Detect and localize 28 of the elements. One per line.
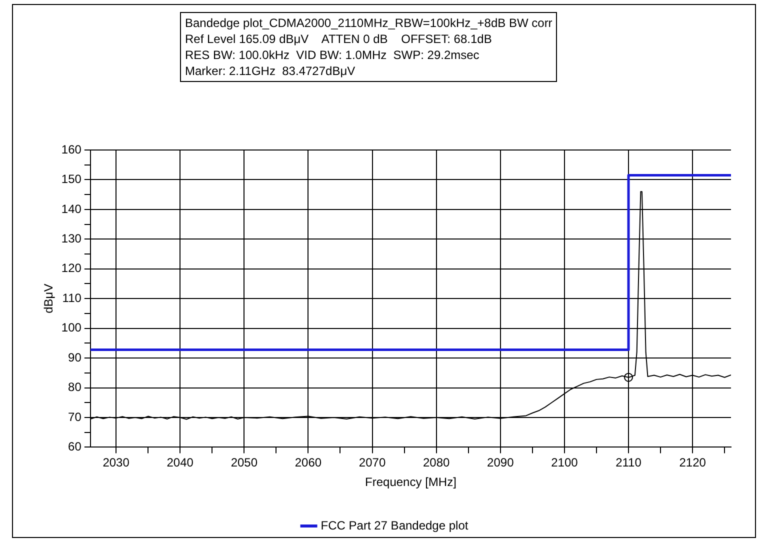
x-tick-label: 2060 bbox=[294, 456, 322, 470]
text: Marker: 2.11GHz 83.4727dBμV bbox=[185, 63, 356, 79]
x-tick-label: 2080 bbox=[422, 456, 450, 470]
legend-label: FCC Part 27 Bandedge plot bbox=[320, 518, 469, 532]
text: Ref Level 165.09 dBμV ATTEN 0 dB OFFSET: 68.1dB bbox=[185, 31, 493, 47]
y-tick-label: 140 bbox=[61, 202, 82, 216]
y-tick-label: 150 bbox=[61, 172, 82, 186]
x-tick-label: 2030 bbox=[102, 456, 130, 470]
y-tick-label: 130 bbox=[61, 231, 82, 246]
y-tick-label: 100 bbox=[61, 320, 82, 335]
y-tick-label: 60 bbox=[68, 440, 82, 454]
x-tick-label: 2050 bbox=[230, 456, 258, 470]
y-tick-label: 160 bbox=[61, 142, 82, 156]
x-tick-label: 2090 bbox=[487, 456, 514, 470]
y-tick-label: 70 bbox=[68, 410, 82, 424]
y-tick-label: 80 bbox=[68, 380, 82, 394]
y-tick-label: 120 bbox=[61, 261, 82, 276]
x-tick-label: 2110 bbox=[616, 456, 642, 470]
text: RES BW: 100.0kHz VID BW: 1.0MHz SWP: 29.2msec bbox=[185, 47, 480, 63]
x-tick-label: 2100 bbox=[551, 456, 578, 470]
y-tick-label: 110 bbox=[62, 290, 82, 305]
x-axis-title: Frequency [MHz] bbox=[365, 475, 456, 490]
x-tick-label: 2040 bbox=[166, 456, 194, 470]
x-tick-label: 2070 bbox=[358, 456, 386, 470]
chart-title: Bandedge plot_CDMA2000_2110MHz_RBW=100kHz_+8dB BW corr bbox=[185, 15, 552, 31]
y-tick-label: 90 bbox=[68, 350, 82, 364]
x-tick-label: 2120 bbox=[679, 456, 706, 470]
y-axis-title: dBμV bbox=[42, 284, 56, 314]
